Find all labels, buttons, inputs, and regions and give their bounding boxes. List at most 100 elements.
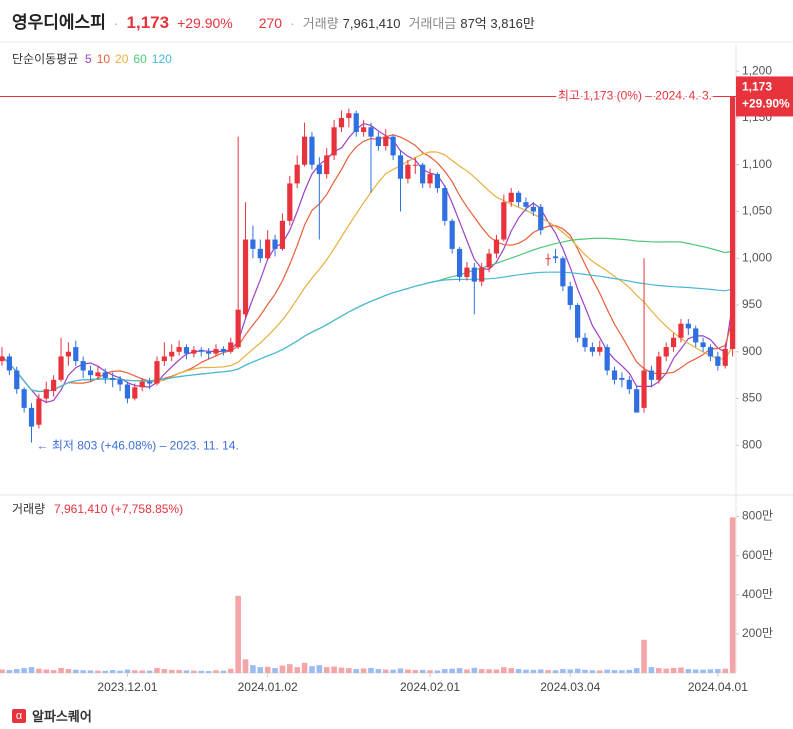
price-tag <box>736 76 793 117</box>
candle-body <box>95 372 101 377</box>
volume-tick-label: 200만 <box>742 626 773 640</box>
volume-bar <box>441 669 448 673</box>
candle-body <box>597 347 603 352</box>
candle-body <box>486 253 492 268</box>
x-tick-label: 2024.02.01 <box>400 680 460 694</box>
candle-body <box>353 113 359 132</box>
price-tag-value: 1,173 <box>742 80 772 94</box>
candle-body <box>346 113 352 118</box>
candle-body <box>102 372 108 378</box>
y-tick-label: 1,000 <box>742 250 772 264</box>
candle-body <box>36 398 42 425</box>
candle-body <box>545 258 551 260</box>
candle-body <box>693 328 699 343</box>
volume-bar <box>161 669 168 673</box>
volume-bar <box>648 667 655 673</box>
volume-bar <box>109 670 116 673</box>
candle-body <box>434 174 441 189</box>
separator: · <box>113 15 119 31</box>
candle-body <box>183 347 190 354</box>
candle-body <box>220 348 226 352</box>
candle-body <box>538 206 544 231</box>
candle-body <box>169 351 175 357</box>
candle-body <box>65 351 72 357</box>
volume-bar <box>604 669 610 673</box>
volume-bar <box>272 668 278 673</box>
candle-body <box>28 407 35 427</box>
candle-body <box>87 370 94 376</box>
volume-bar <box>589 670 596 673</box>
volume-bar <box>397 668 404 673</box>
moving-average <box>1 134 734 393</box>
volume-bar <box>596 670 603 673</box>
volume-bar <box>43 669 50 673</box>
candle-body <box>663 347 669 357</box>
volume-bar <box>353 669 360 673</box>
candle-body <box>715 356 721 366</box>
volume-bar <box>515 669 522 673</box>
volume-bar <box>72 669 79 673</box>
change: 270 <box>258 15 283 31</box>
volume-bar <box>700 669 706 673</box>
volume-bar <box>0 669 5 673</box>
candle-body <box>685 323 691 329</box>
y-tick-label: 1,100 <box>742 157 772 171</box>
candle-body <box>420 164 426 184</box>
candle-body <box>0 356 5 362</box>
x-tick-label: 2024.01.02 <box>238 680 298 694</box>
volume-bar <box>21 668 27 673</box>
logo: α <box>12 708 26 723</box>
candle-body <box>722 348 728 366</box>
candle-body <box>523 202 529 207</box>
candle-body <box>287 183 293 221</box>
y-tick-label: 800 <box>742 437 762 451</box>
volume-bar <box>50 670 57 673</box>
ma-period: 60 <box>133 52 147 66</box>
volume-tick-label: 800만 <box>742 509 773 523</box>
y-tick-label: 900 <box>742 344 762 358</box>
volume-bar <box>95 670 101 673</box>
volume-bar <box>264 666 271 673</box>
candle-body <box>316 164 322 175</box>
volume-label: 거래량 <box>302 16 339 31</box>
candle-body <box>250 239 256 249</box>
candle-body <box>21 389 27 408</box>
candle-body <box>508 192 514 203</box>
volume-bar <box>582 669 588 673</box>
candle-body <box>43 389 49 399</box>
candle-body <box>641 370 647 408</box>
candle-body <box>656 356 662 380</box>
candle-body <box>449 220 455 249</box>
candle-body <box>146 381 153 384</box>
volume-bar <box>360 668 367 673</box>
volume-bar <box>707 669 714 673</box>
volume-bar <box>678 667 684 673</box>
trade-value-label: 거래대금 <box>408 16 457 31</box>
candle-body <box>206 351 212 354</box>
low-annotation: ← 최저 803 (+46.08%) – 2023. 11. 14. <box>37 439 239 453</box>
volume-bar <box>205 671 212 673</box>
candle-body <box>301 136 308 165</box>
volume-bar <box>552 670 559 673</box>
candle-body <box>700 342 706 348</box>
volume-bar <box>338 667 345 673</box>
volume-bar <box>316 665 323 673</box>
ma-period: 20 <box>115 52 129 66</box>
y-tick-label: 950 <box>742 297 762 311</box>
volume-bar <box>405 669 411 673</box>
candle-body <box>456 248 463 277</box>
moving-average <box>1 237 733 393</box>
volume-bar <box>537 669 544 673</box>
volume-bar <box>390 669 396 673</box>
volume-bar <box>227 668 234 673</box>
x-tick-label: 2024.03.04 <box>540 680 600 694</box>
candle-body <box>567 286 573 306</box>
volume-bar <box>80 670 86 673</box>
candle-body <box>412 164 418 166</box>
candle-body <box>14 370 20 390</box>
volume-summary: 7,961,410 (+7,758.85%) <box>54 502 183 516</box>
volume-bar <box>722 668 729 673</box>
candle-body <box>648 370 655 380</box>
ma-period: 5 <box>85 52 92 66</box>
volume-bar <box>36 668 42 673</box>
